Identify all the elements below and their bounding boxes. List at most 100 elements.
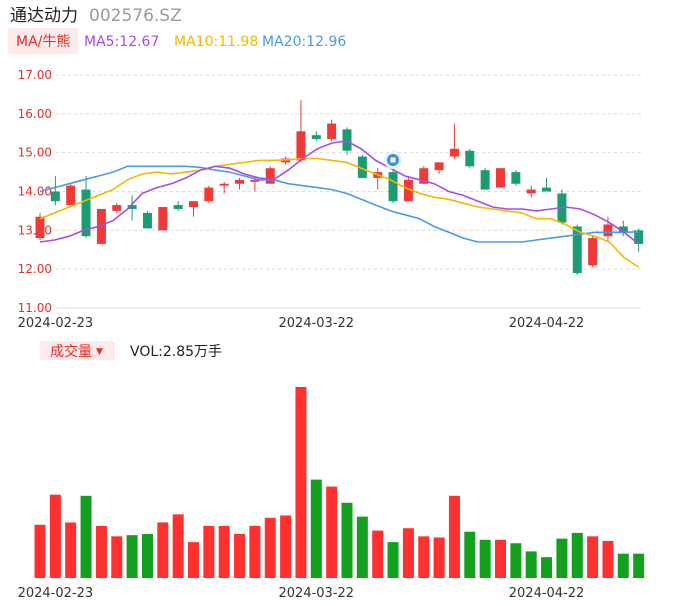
candle-body <box>112 205 122 211</box>
candle <box>96 208 106 244</box>
volume-tag[interactable]: 成交量 <box>50 343 92 360</box>
candle <box>327 119 337 142</box>
volume-bar <box>157 522 169 578</box>
candle-body <box>526 189 536 194</box>
y-tick-label: 13.00 <box>18 223 52 237</box>
volume-bar <box>126 535 138 578</box>
volume-x-axis: 2024-02-23 2024-03-22 2024-04-22 <box>18 586 585 601</box>
x-tick-label: 2024-02-23 <box>18 586 94 601</box>
volume-bar <box>111 536 123 578</box>
candle <box>511 170 521 186</box>
volume-bar <box>280 515 292 578</box>
candle-body <box>265 168 275 184</box>
candle <box>81 175 91 239</box>
x-tick-label: 2024-04-22 <box>509 316 585 331</box>
candle-body <box>219 183 229 186</box>
candle <box>219 181 229 194</box>
candle-body <box>449 148 459 157</box>
volume-bar <box>587 536 599 578</box>
candle-body <box>81 189 91 237</box>
candle <box>357 154 367 178</box>
candle-body <box>296 131 306 161</box>
ma20-line <box>39 165 639 243</box>
ma-tag-bg[interactable] <box>8 28 78 54</box>
volume-bar <box>571 532 583 578</box>
candle <box>572 224 582 275</box>
y-tick-label: 14.00 <box>18 185 52 199</box>
candle-body <box>357 156 367 178</box>
candle <box>265 166 275 184</box>
volume-bar <box>264 517 276 578</box>
volume-bar <box>34 524 46 578</box>
ma5-line <box>39 140 640 245</box>
candle <box>618 220 628 237</box>
candle-body <box>66 185 76 206</box>
ma-bull-bear-tag[interactable]: MA/牛熊 <box>16 34 70 50</box>
y-tick-label: 12.00 <box>18 262 52 276</box>
candle <box>634 228 644 252</box>
candle-body <box>542 187 552 192</box>
volume-bar <box>49 494 61 578</box>
candle <box>296 100 306 163</box>
candle-body <box>388 172 398 202</box>
volume-bar <box>433 537 445 578</box>
candle <box>127 195 137 221</box>
candle <box>50 175 60 206</box>
candle <box>480 168 490 190</box>
candle-body <box>50 191 60 202</box>
candle <box>434 162 444 175</box>
volume-bar <box>80 495 92 578</box>
volume-bar <box>402 528 414 578</box>
x-tick-label: 2024-02-23 <box>18 316 94 331</box>
candle-body <box>480 170 490 190</box>
price-x-axis: 2024-02-23 2024-03-22 2024-04-22 <box>18 316 585 331</box>
volume-bar <box>525 551 537 578</box>
candle-body <box>511 172 521 184</box>
candle <box>112 203 122 213</box>
candle <box>526 185 536 198</box>
dropdown-arrow-icon[interactable]: ▼ <box>96 347 103 357</box>
candle-body <box>189 201 198 208</box>
volume-bar <box>234 534 246 578</box>
volume-bar <box>249 525 261 578</box>
candle-body <box>572 226 582 274</box>
candle <box>235 177 245 190</box>
volume-bar <box>464 531 476 578</box>
volume-bar <box>95 525 107 578</box>
y-tick-label: 15.00 <box>18 146 52 160</box>
volume-bar <box>203 525 215 578</box>
event-marker-icon[interactable] <box>384 151 402 169</box>
x-tick-label: 2024-04-22 <box>509 586 585 601</box>
candle <box>588 236 598 268</box>
volume-bar <box>310 479 322 578</box>
volume-bar <box>510 543 522 578</box>
volume-bar <box>372 530 384 578</box>
volume-bar <box>65 522 77 578</box>
candle-body <box>603 224 613 237</box>
candle <box>311 131 321 142</box>
volume-bar <box>218 525 230 578</box>
x-tick-label: 2024-03-22 <box>279 316 355 331</box>
candle <box>158 207 168 231</box>
volume-bar <box>448 495 460 578</box>
candle-body <box>434 162 444 171</box>
candle <box>449 123 459 159</box>
y-tick-label: 17.00 <box>18 68 52 82</box>
candle-body <box>235 179 245 184</box>
candle-body <box>327 123 337 140</box>
volume-bar <box>356 516 368 578</box>
candle-body <box>158 207 168 231</box>
candle <box>496 168 505 188</box>
candle-body <box>35 216 45 239</box>
stock-code: 002576.SZ <box>89 6 182 26</box>
candle <box>373 168 383 190</box>
candle-body <box>173 205 183 209</box>
candle-body <box>311 135 321 140</box>
candle-body <box>127 205 137 209</box>
volume-value: VOL:2.85万手 <box>130 344 222 360</box>
volume-bar <box>418 536 430 578</box>
candle <box>189 201 198 217</box>
volume-tag-bg[interactable] <box>40 341 115 360</box>
price-y-axis: 17.00 16.00 15.00 14.00 13.00 12.00 11.00 <box>18 68 52 315</box>
volume-bar <box>495 539 506 578</box>
